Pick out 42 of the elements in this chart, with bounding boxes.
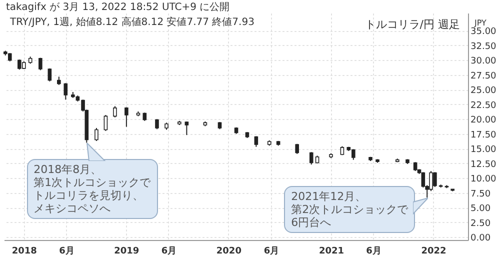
x-tick-label: 6月 xyxy=(366,246,382,256)
y-tick-label: 32.50 xyxy=(470,42,497,52)
x-tick-label: 6月 xyxy=(161,246,177,256)
y-tick-label: 22.50 xyxy=(470,100,497,111)
candlestick xyxy=(433,172,437,188)
x-tick-label: 2019 xyxy=(114,246,140,256)
candlestick xyxy=(113,106,117,118)
y-tick-label: 0.00 xyxy=(470,234,491,244)
candlestick xyxy=(48,68,52,82)
y-tick-label: 15.00 xyxy=(470,145,497,156)
candlestick xyxy=(155,118,159,130)
y-tick-label: 17.50 xyxy=(470,130,497,140)
y-tick-label: 20.00 xyxy=(470,116,497,126)
x-tick-label: 2022 xyxy=(421,246,446,256)
x-tick-label: 6月 xyxy=(264,246,280,256)
y-tick-label: 2.50 xyxy=(470,218,491,229)
candlestick xyxy=(124,106,128,128)
annotation: 2018年8月、第1次トルコショックでトルコリラを見切り、メキシコペソへ xyxy=(26,158,158,219)
x-tick-label: 2018 xyxy=(12,246,37,256)
candlestick xyxy=(104,114,108,132)
y-tick-label: 25.00 xyxy=(470,86,497,96)
chart-subtitle: TRY/JPY, 1週, 始値8.12 高値8.12 安値7.77 終値7.93 xyxy=(10,16,254,29)
candlestick xyxy=(94,127,98,142)
candlestick xyxy=(254,136,258,148)
y-tick-label: 5.00 xyxy=(470,204,491,214)
text: トルコリラ/円 週足 xyxy=(364,17,460,32)
x-tick-label: 6月 xyxy=(59,246,74,256)
y-tick-label: 12.50 xyxy=(470,160,497,170)
y-tick-label: 10.00 xyxy=(470,174,497,185)
annotation: 2021年12月、第2次トルコショックで6円台へ xyxy=(284,186,416,233)
x-tick-label: 2020 xyxy=(216,246,242,256)
y-tick-label: 7.50 xyxy=(470,189,491,200)
candlestick xyxy=(309,152,314,166)
y-tick-label: 27.50 xyxy=(470,71,497,82)
text: takagifx が 3月 13, 2022 18:52 UTC+9 に公開 xyxy=(6,1,230,14)
candlestick xyxy=(184,120,189,136)
y-tick-label: 35.00 xyxy=(470,27,497,38)
x-tick-label: 2021 xyxy=(318,246,344,256)
candlestick xyxy=(64,82,68,100)
candlestick xyxy=(38,57,42,71)
y-tick-label: 30.00 xyxy=(470,56,497,67)
y-axis-title: JPY xyxy=(474,18,487,28)
